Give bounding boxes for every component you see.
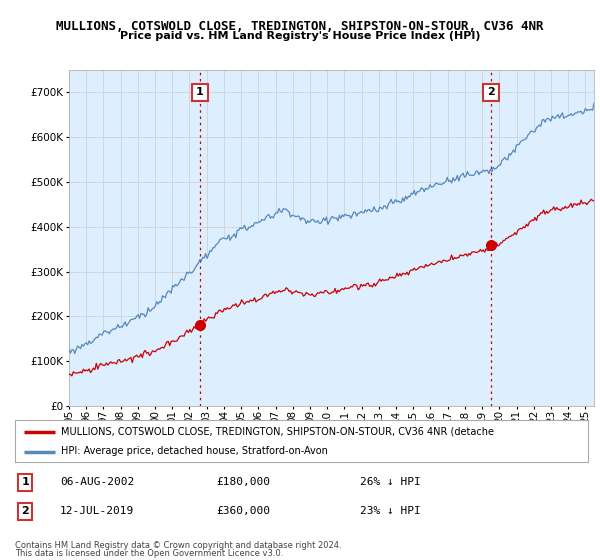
Text: This data is licensed under the Open Government Licence v3.0.: This data is licensed under the Open Gov…	[15, 549, 283, 558]
Text: Contains HM Land Registry data © Crown copyright and database right 2024.: Contains HM Land Registry data © Crown c…	[15, 541, 341, 550]
Text: £360,000: £360,000	[216, 506, 270, 516]
Text: MULLIONS, COTSWOLD CLOSE, TREDINGTON, SHIPSTON-ON-STOUR, CV36 4NR (detache: MULLIONS, COTSWOLD CLOSE, TREDINGTON, SH…	[61, 427, 494, 437]
Text: 26% ↓ HPI: 26% ↓ HPI	[360, 477, 421, 487]
Text: 2: 2	[22, 506, 29, 516]
Text: HPI: Average price, detached house, Stratford-on-Avon: HPI: Average price, detached house, Stra…	[61, 446, 328, 456]
Text: 1: 1	[22, 477, 29, 487]
Text: 1: 1	[196, 87, 203, 97]
Text: MULLIONS, COTSWOLD CLOSE, TREDINGTON, SHIPSTON-ON-STOUR, CV36 4NR: MULLIONS, COTSWOLD CLOSE, TREDINGTON, SH…	[56, 20, 544, 32]
Text: 06-AUG-2002: 06-AUG-2002	[60, 477, 134, 487]
Text: £180,000: £180,000	[216, 477, 270, 487]
Text: 2: 2	[487, 87, 495, 97]
Text: 23% ↓ HPI: 23% ↓ HPI	[360, 506, 421, 516]
Text: Price paid vs. HM Land Registry's House Price Index (HPI): Price paid vs. HM Land Registry's House …	[120, 31, 480, 41]
Text: 12-JUL-2019: 12-JUL-2019	[60, 506, 134, 516]
